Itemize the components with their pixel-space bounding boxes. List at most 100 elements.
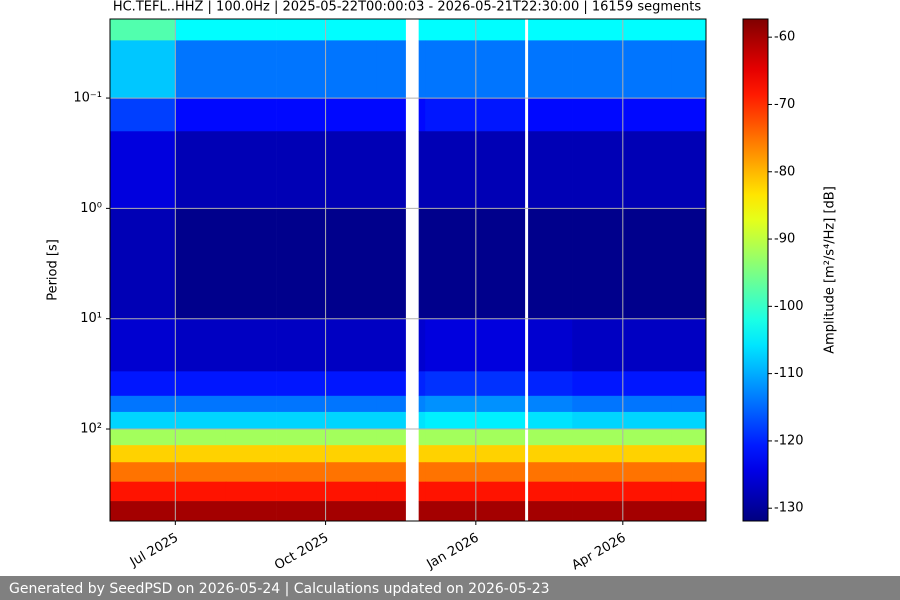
colorbar-tick-label: -110 — [774, 366, 804, 381]
colorbar-label: Amplitude [m²/s⁴/Hz] [dB] — [823, 186, 838, 354]
heatmap-cell — [622, 98, 673, 132]
heatmap-cell — [572, 445, 624, 463]
heatmap-cell — [225, 481, 277, 502]
heatmap-cell — [325, 131, 377, 209]
footer-bar — [0, 576, 900, 600]
heatmap-cell — [376, 98, 406, 132]
heatmap-cell — [425, 501, 477, 522]
heatmap-cell — [425, 462, 477, 482]
heatmap-cell — [528, 462, 573, 482]
colorbar-tick-label: -100 — [774, 299, 804, 314]
heatmap-cell — [425, 131, 477, 209]
heatmap-cell — [622, 208, 673, 320]
heatmap-cell — [475, 131, 526, 209]
heatmap-cell — [376, 208, 406, 320]
heatmap-cell — [325, 98, 377, 132]
heatmap-cell — [325, 481, 377, 502]
heatmap-cell — [622, 40, 673, 99]
heatmap-cell — [528, 208, 573, 320]
heatmap-cell — [276, 429, 326, 446]
heatmap-cell — [528, 445, 573, 463]
heatmap-cell — [276, 98, 326, 132]
heatmap-cell — [671, 429, 707, 446]
heatmap-cell — [325, 429, 377, 446]
heatmap-cell — [622, 411, 673, 430]
heatmap-cell — [671, 501, 707, 522]
heatmap-cell — [276, 371, 326, 397]
heatmap-cell — [175, 208, 227, 320]
heatmap-cell — [175, 462, 227, 482]
heatmap-cell — [528, 40, 573, 99]
heatmap-cell — [622, 371, 673, 397]
heatmap-cell — [418, 131, 426, 209]
heatmap-cell — [622, 481, 673, 502]
heatmap-cell — [475, 98, 526, 132]
heatmap-cell — [225, 131, 277, 209]
heatmap-cell — [376, 395, 406, 413]
heatmap-cell — [225, 501, 277, 522]
heatmap-cell — [425, 371, 477, 397]
heatmap-cell — [572, 371, 624, 397]
chart-title: HC.TEFL..HHZ | 100.0Hz | 2025-05-22T00:0… — [113, 0, 702, 15]
heatmap-cell — [572, 131, 624, 209]
heatmap-cell — [475, 411, 526, 430]
y-tick-label: 10² — [80, 422, 102, 437]
heatmap-cell — [671, 131, 707, 209]
heatmap-cell — [425, 318, 477, 372]
heatmap-cell — [225, 395, 277, 413]
heatmap-cell — [175, 40, 227, 99]
heatmap-cell — [276, 501, 326, 522]
heatmap-cell — [528, 429, 573, 446]
heatmap-cell — [225, 411, 277, 430]
heatmap-cell — [671, 318, 707, 372]
heatmap-cell — [325, 208, 377, 320]
x-tick-label: Jan 2026 — [424, 531, 482, 573]
heatmap-cell — [528, 131, 573, 209]
heatmap-cell — [418, 501, 426, 522]
heatmap-cell — [572, 462, 624, 482]
heatmap-cell — [528, 501, 573, 522]
heatmap-cell — [175, 371, 227, 397]
heatmap-cell — [671, 481, 707, 502]
heatmap-cell — [572, 318, 624, 372]
heatmap-cell — [175, 501, 227, 522]
heatmap-cell — [418, 40, 426, 99]
heatmap-cell — [425, 411, 477, 430]
heatmap-cell — [418, 208, 426, 320]
heatmap-cell — [572, 411, 624, 430]
heatmap-cell — [572, 429, 624, 446]
heatmap-cell — [325, 19, 377, 41]
heatmap-cell — [175, 98, 227, 132]
heatmap-cell — [475, 445, 526, 463]
heatmap-cell — [572, 208, 624, 320]
heatmap-cell — [671, 411, 707, 430]
heatmap-cell — [225, 19, 277, 41]
heatmap-cell — [225, 429, 277, 446]
heatmap-cell — [425, 19, 477, 41]
heatmap-cell — [425, 445, 477, 463]
heatmap-cell — [622, 429, 673, 446]
x-tick-label: Oct 2025 — [272, 531, 331, 574]
heatmap-cell — [109, 98, 176, 132]
heatmap-cell — [109, 445, 176, 463]
colorbar — [742, 18, 769, 522]
heatmap-cell — [325, 501, 377, 522]
heatmap-cell — [572, 501, 624, 522]
heatmap-cell — [376, 318, 406, 372]
heatmap-cell — [425, 40, 477, 99]
heatmap-cell — [225, 445, 277, 463]
heatmap-cell — [175, 429, 227, 446]
heatmap-cell — [475, 395, 526, 413]
heatmap-cell — [475, 429, 526, 446]
heatmap-cell — [376, 131, 406, 209]
heatmap-cell — [376, 371, 406, 397]
heatmap-cell — [109, 318, 176, 372]
heatmap-cell — [671, 19, 707, 41]
heatmap-cell — [175, 318, 227, 372]
heatmap-cell — [175, 19, 227, 41]
heatmap-cell — [418, 318, 426, 372]
heatmap-cell — [528, 371, 573, 397]
heatmap-cell — [225, 318, 277, 372]
heatmap-cell — [109, 40, 176, 99]
